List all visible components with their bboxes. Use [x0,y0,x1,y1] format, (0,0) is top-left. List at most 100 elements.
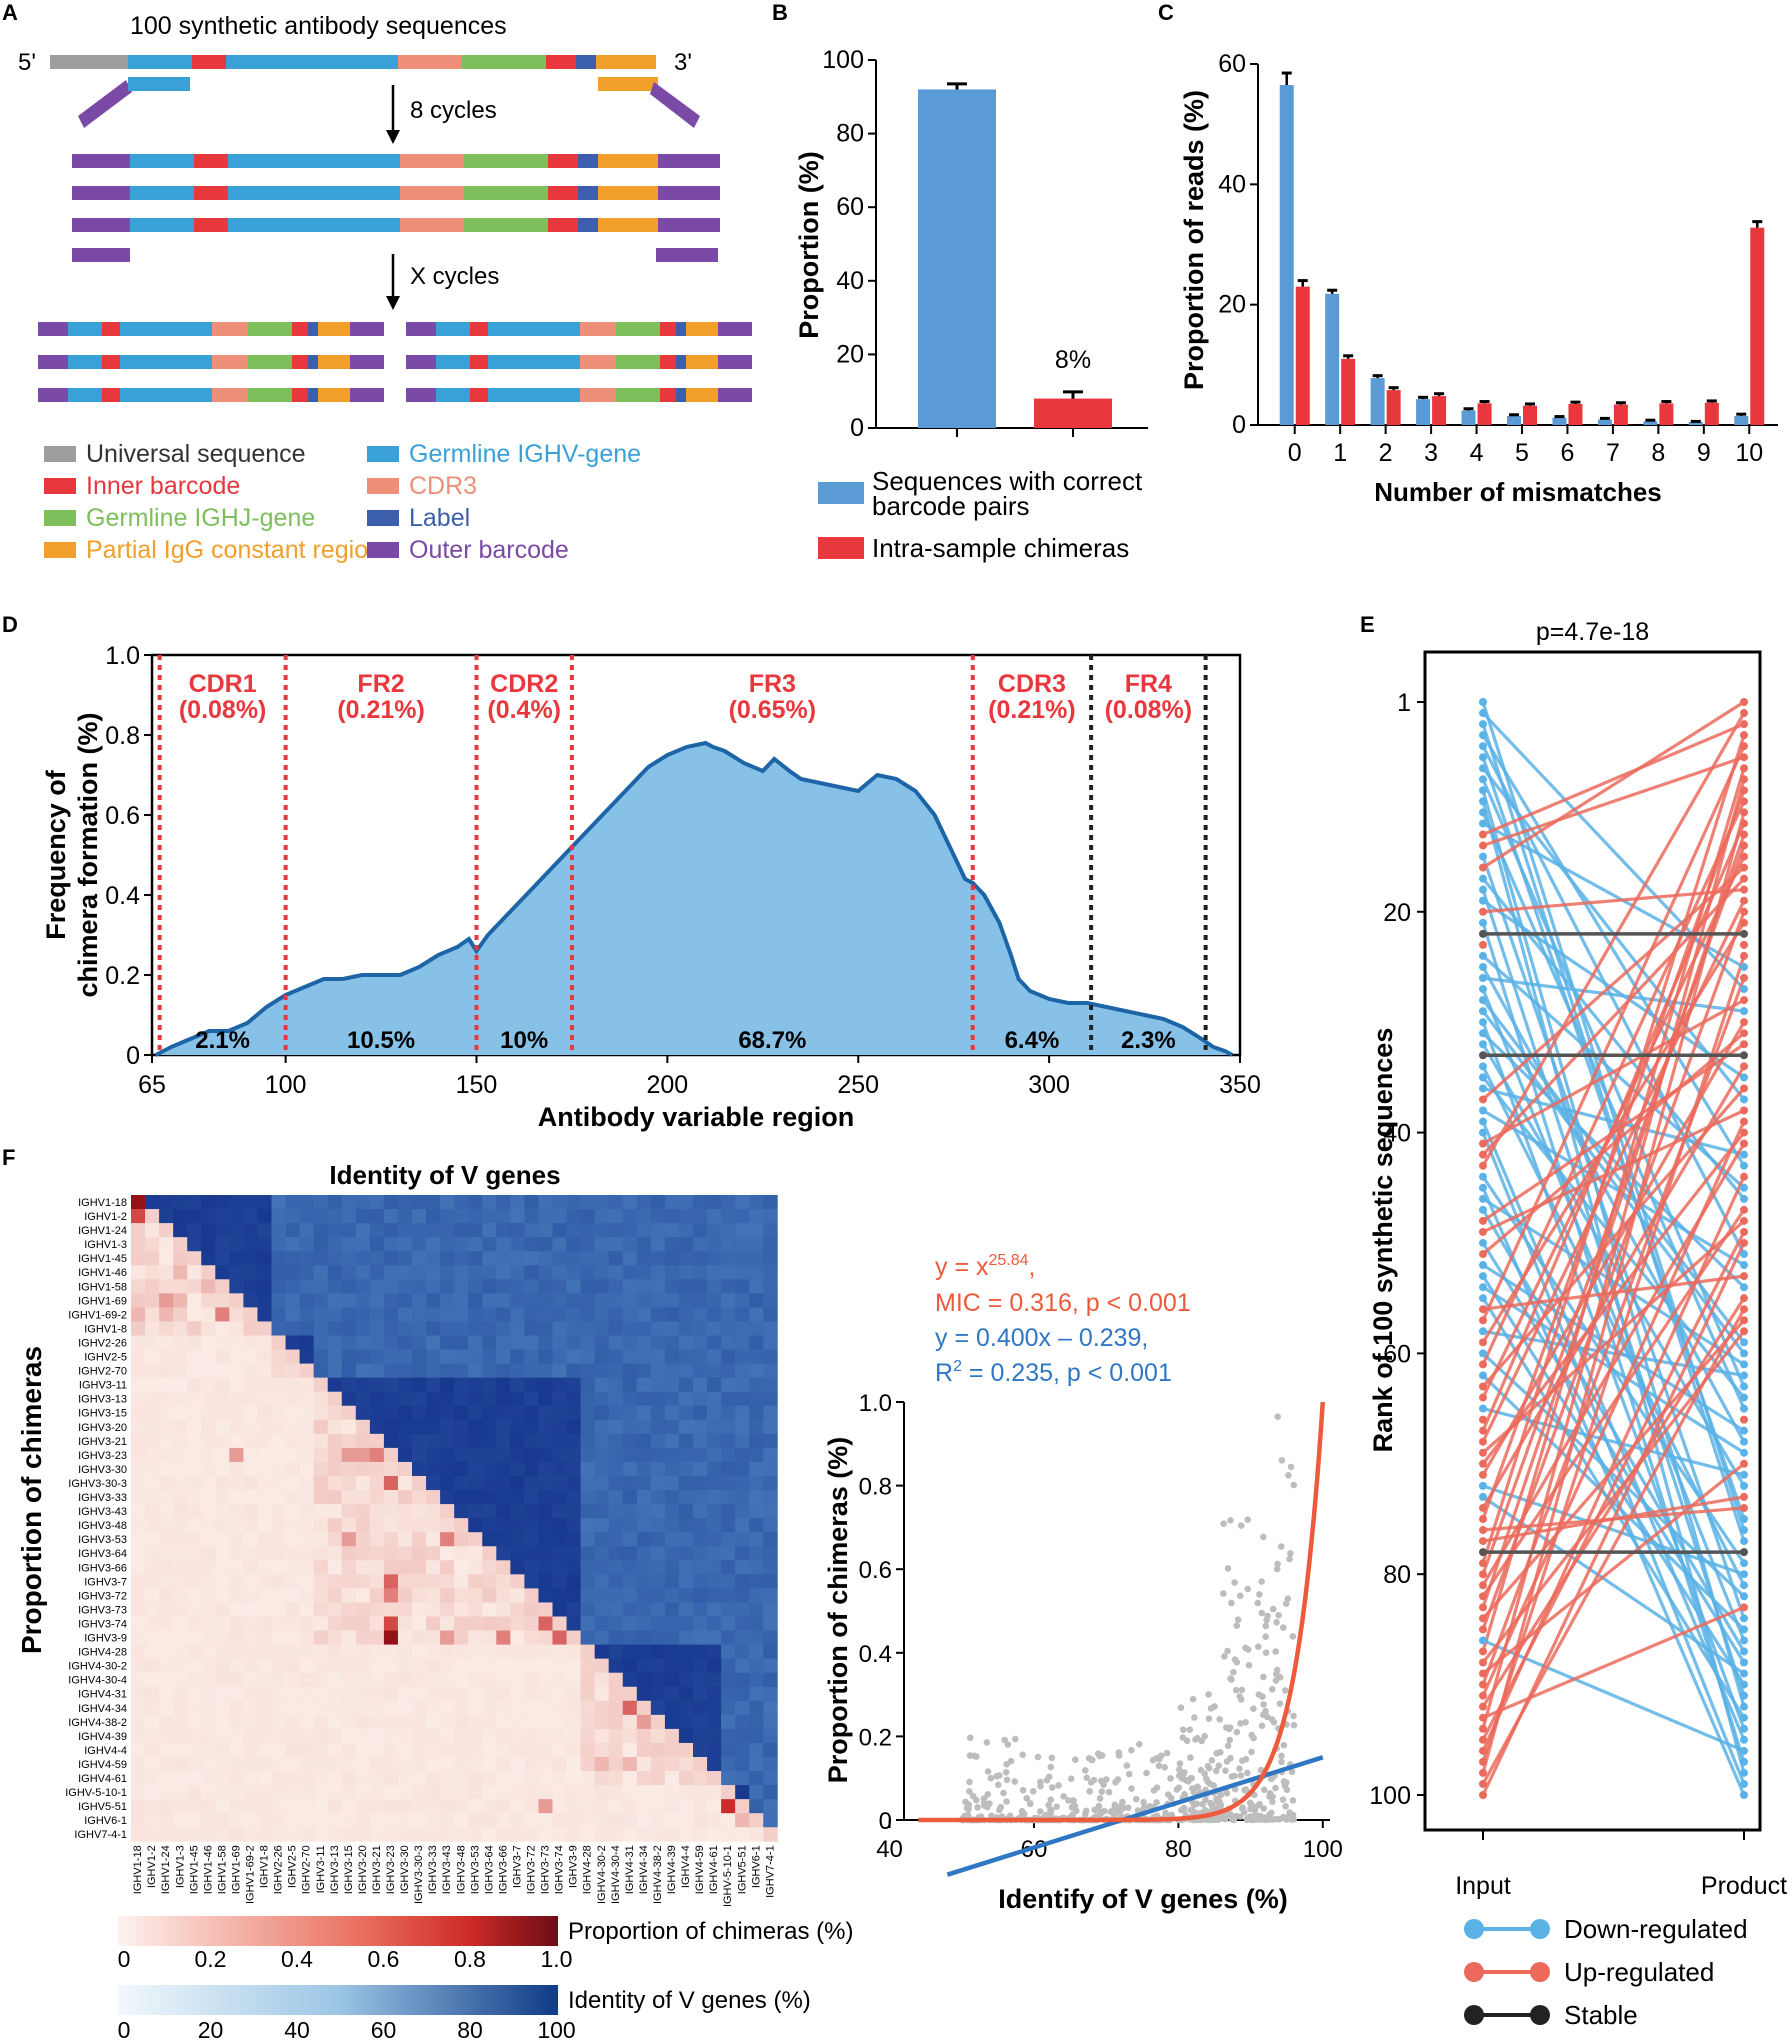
heat-cell [159,1560,174,1575]
heat-cell [131,1616,146,1631]
heat-cell [145,1279,160,1294]
heat-cell [636,1195,652,1210]
heat-cell [552,1546,567,1561]
heat-row-label: IGHV5-51 [78,1801,127,1813]
s-point [1278,1758,1285,1766]
heat-cell [327,1209,343,1224]
heat-cell [510,1405,525,1421]
heat-cell [426,1293,441,1308]
heat-col-label: IGHV6-1 [750,1845,762,1888]
heat-cell [636,1813,652,1828]
heat-cell [678,1771,694,1786]
heat-cell [524,1419,539,1435]
colorbar-red-tick: 0 [118,1946,131,1972]
heat-cell [229,1251,244,1266]
heat-cell [271,1307,286,1322]
heat-cell [299,1307,315,1322]
heat-cell [749,1405,764,1421]
heat-cell [510,1377,525,1393]
heat-cell [131,1237,146,1252]
heat-cell [468,1335,483,1350]
heat-cell [440,1574,455,1589]
heat-cell [482,1686,497,1702]
heat-cell [552,1223,567,1238]
heat-cell [131,1433,146,1449]
heat-cell [552,1574,567,1589]
heat-row-label: IGHV1-69 [78,1295,127,1307]
heat-cell [510,1307,525,1322]
heat-cell [608,1574,624,1589]
heat-cell [412,1728,427,1744]
s-point [1158,1752,1165,1759]
e-line-down [1482,1086,1745,1157]
heat-row-label: IGHV1-3 [84,1239,127,1251]
heat-cell [650,1293,666,1308]
heat-cell [397,1265,413,1280]
heat-cell [763,1574,778,1589]
heat-cell [622,1644,638,1660]
heat-cell [763,1672,778,1688]
heat-cell [664,1461,680,1477]
heat-cell [749,1321,764,1336]
heat-cell [440,1293,455,1308]
heat-cell [173,1363,188,1379]
heat-cell [678,1630,694,1645]
heat-cell [721,1279,736,1294]
heat-cell [552,1377,567,1393]
heat-cell [355,1602,371,1617]
e-point [1479,742,1487,751]
heat-cell [257,1771,272,1786]
heat-cell [355,1616,371,1631]
heat-cell [131,1504,146,1519]
e-line-down [1481,745,1746,1255]
heat-cell [566,1377,581,1393]
heat-cell [145,1714,160,1730]
heat-cell [707,1518,722,1533]
heat-cell [299,1644,315,1660]
s-point [1248,1748,1255,1756]
c-bar [1295,286,1310,425]
heat-cell [707,1433,722,1449]
heat-cell [538,1672,553,1688]
heat-cell [664,1447,680,1463]
heat-cell [608,1728,624,1744]
heat-col-label: IGHV1-24 [160,1845,172,1894]
heat-cell [707,1714,722,1730]
heat-cell [482,1728,497,1744]
heat-cell [440,1265,455,1280]
heat-cell [608,1447,624,1463]
heat-cell [271,1518,286,1533]
heat-cell [173,1686,188,1702]
heat-cell [412,1546,427,1561]
heat-cell [313,1504,329,1519]
e-point [1740,1250,1748,1259]
heat-cell [327,1405,343,1421]
heat-cell [636,1279,652,1294]
e-point [1479,1537,1487,1546]
heat-cell [580,1700,596,1716]
heat-cell [271,1419,286,1435]
heat-cell [636,1377,652,1393]
amplified-sequences [72,154,720,262]
heat-cell [468,1546,483,1561]
heat-cell [749,1447,764,1463]
heat-cell [397,1223,413,1238]
heat-cell [313,1237,329,1252]
e-point [1740,841,1748,850]
heat-cell [454,1630,469,1645]
heat-cell [622,1686,638,1702]
three-prime-label: 3' [674,49,692,76]
heat-cell [145,1813,160,1828]
s-point [1286,1555,1293,1563]
heat-cell [285,1546,300,1561]
s-point [1096,1795,1104,1802]
heat-cell [650,1630,666,1645]
heat-cell [313,1405,329,1421]
heat-cell [426,1349,441,1364]
heat-cell [580,1785,596,1800]
heat-cell [707,1686,722,1702]
heat-cell [187,1504,202,1519]
e-point [1740,1724,1748,1733]
heat-cell [131,1349,146,1364]
